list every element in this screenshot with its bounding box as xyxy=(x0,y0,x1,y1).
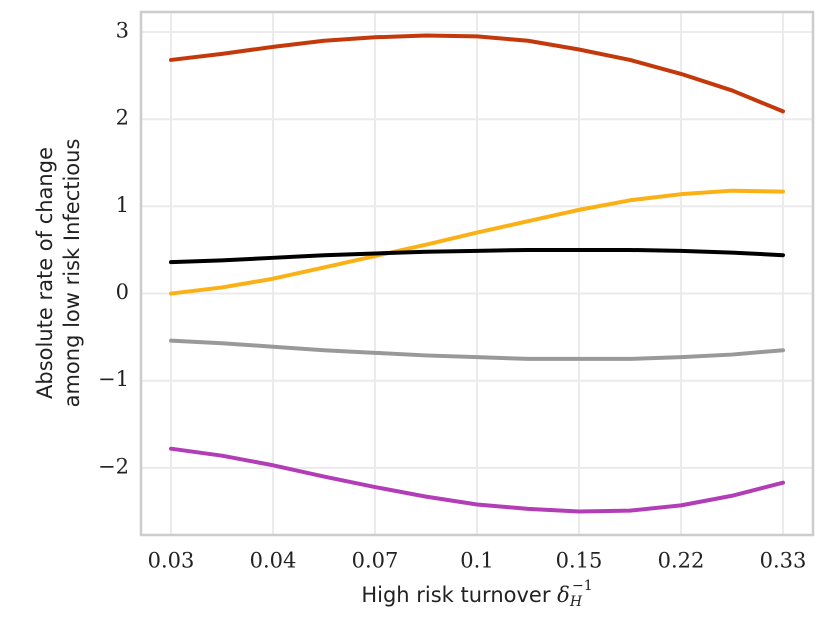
x-tick-label: 0.22 xyxy=(658,549,705,573)
x-tick-label: 0.03 xyxy=(148,549,195,573)
y-tick-label: −2 xyxy=(98,454,129,478)
x-axis-label: High risk turnover δH−1 xyxy=(361,578,592,610)
y-tick-label: −1 xyxy=(98,367,129,391)
y-tick-label: 0 xyxy=(116,280,129,304)
plot-frame xyxy=(139,10,815,537)
y-axis-label: among low risk Infectious xyxy=(60,139,84,408)
x-tick-label: 0.33 xyxy=(760,549,807,573)
line xyxy=(169,188,785,296)
x-tick-label: 0.07 xyxy=(352,549,399,573)
y-tick-label: 1 xyxy=(116,193,129,217)
line xyxy=(169,247,785,265)
line xyxy=(169,446,785,514)
line xyxy=(169,33,785,114)
y-axis-label: Absolute rate of change xyxy=(33,147,57,399)
x-tick-label: 0.15 xyxy=(556,549,603,573)
x-tick-label: 0.1 xyxy=(460,549,493,573)
y-tick-label: 2 xyxy=(116,106,129,130)
x-tick-label: 0.04 xyxy=(250,549,297,573)
y-tick-label: 3 xyxy=(116,19,129,43)
line xyxy=(169,338,785,361)
